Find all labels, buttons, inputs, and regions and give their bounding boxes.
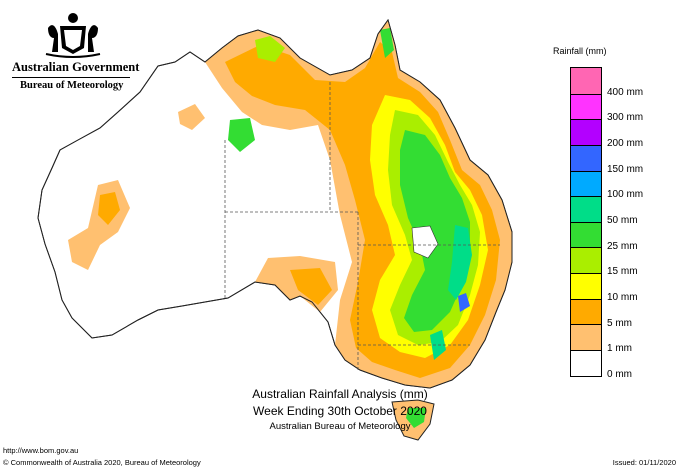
- legend-swatch: [571, 144, 601, 171]
- legend-label: 300 mm: [607, 112, 644, 124]
- legend-swatch: [571, 350, 601, 376]
- coastline: [37, 18, 513, 389]
- legend-swatch: [571, 196, 601, 222]
- tasmania-wet: [406, 408, 426, 428]
- map-title: Australian Rainfall Analysis (mm): [252, 387, 428, 401]
- legend-label: 5 mm: [607, 317, 632, 329]
- legend-label: 400 mm: [607, 86, 644, 98]
- rain-150-200mm: [458, 293, 470, 312]
- legend-swatch: [571, 170, 601, 197]
- legend-swatch: [571, 298, 601, 325]
- legend-swatch: [571, 119, 601, 145]
- legend-label: 25 mm: [607, 240, 638, 252]
- map-period: Week Ending 30th October 2020: [253, 404, 427, 418]
- coat-of-arms-icon: [45, 13, 101, 58]
- state-borders: [224, 82, 500, 372]
- legend-label: 10 mm: [607, 291, 638, 303]
- coat-of-arms-logo: [8, 8, 138, 65]
- government-title: Australian Government: [12, 60, 140, 74]
- agency-title: Bureau of Meteorology: [20, 80, 124, 91]
- issued-date: Issued: 01/11/2020: [612, 458, 676, 467]
- legend-label: 50 mm: [607, 214, 638, 226]
- legend-swatch: [571, 68, 601, 94]
- legend-label: 150 mm: [607, 163, 644, 175]
- legend-swatch: [571, 221, 601, 248]
- legend-swatch: [571, 273, 601, 299]
- rain-50-100mm: [430, 225, 472, 360]
- legend-color-bar: [570, 67, 602, 377]
- legend-swatch: [571, 324, 601, 351]
- map-source: Australian Bureau of Meteorology: [269, 421, 411, 432]
- legend-label: 100 mm: [607, 189, 644, 201]
- legend-label: 0 mm: [607, 368, 632, 380]
- legend-swatch: [571, 93, 601, 120]
- legend-swatch: [571, 247, 601, 274]
- dry-pocket: [411, 225, 439, 259]
- legend-title: Rainfall (mm): [553, 46, 607, 56]
- header-divider: [12, 77, 130, 78]
- legend-label: 200 mm: [607, 137, 644, 149]
- legend-label: 1 mm: [607, 343, 632, 355]
- website-url[interactable]: http://www.bom.gov.au: [3, 446, 79, 455]
- legend-label: 15 mm: [607, 266, 638, 278]
- copyright-text: © Commonwealth of Australia 2020, Bureau…: [3, 458, 201, 467]
